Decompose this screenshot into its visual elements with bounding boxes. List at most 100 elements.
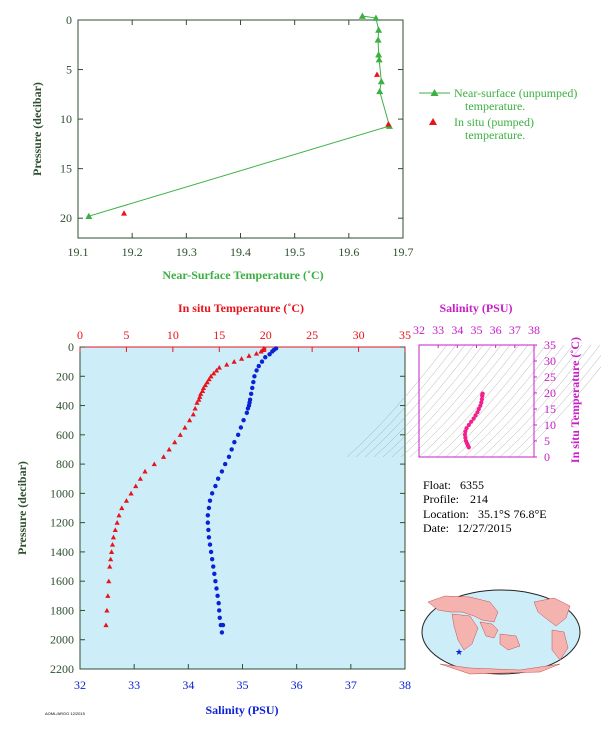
density-contour — [418, 344, 520, 458]
world-map: ★ — [421, 589, 581, 675]
temperature-point — [198, 391, 204, 396]
salinity-point — [251, 379, 256, 385]
temperature-point — [196, 397, 202, 402]
ts-y-tick-label: 30 — [544, 354, 556, 368]
x-tick-label: 19.3 — [176, 245, 197, 259]
salinity-point — [220, 622, 226, 628]
ts-x-tick-label: 36 — [490, 323, 502, 337]
salinity-point — [226, 454, 232, 459]
ts-y-tick-label: 5 — [544, 434, 550, 448]
temperature-point — [110, 534, 117, 540]
profile-value: 214 — [470, 492, 488, 506]
profile-y-label: Pressure (decibar) — [15, 461, 29, 555]
ts-salinity-label: Salinity (PSU) — [439, 301, 512, 315]
ts-point — [479, 400, 484, 405]
salinity-tick-label: 35 — [237, 678, 249, 692]
density-contour — [364, 344, 466, 458]
ts-ticks: 32 33 34 35 36 37 38 0 5 10 15 20 25 30 35 — [413, 323, 556, 464]
legend-label-near-surface-2: temperature. — [465, 99, 525, 113]
near-surface-frame — [77, 19, 404, 239]
salinity-point — [248, 391, 254, 397]
profile-label: Profile: — [423, 492, 459, 506]
salinity-point — [235, 432, 241, 438]
salinity-point — [244, 410, 250, 416]
near-surface-point — [358, 12, 366, 19]
temperature-point — [213, 367, 220, 373]
salinity-point — [259, 359, 265, 364]
ts-x-tick-label: 33 — [432, 323, 444, 337]
ts-y-tick-label: 0 — [544, 450, 550, 464]
near-surface-y-label: Pressure (decibar) — [30, 82, 44, 176]
salinity-point — [229, 447, 234, 452]
profile-salinity-label: Salinity (PSU) — [205, 703, 278, 717]
pressure-tick-label: 1600 — [50, 574, 74, 588]
density-contour — [490, 344, 592, 458]
salinity-point — [212, 571, 217, 577]
salinity-point — [217, 608, 222, 613]
temperature-point — [186, 417, 193, 423]
temperature-point — [182, 424, 188, 430]
temperature-point — [238, 356, 245, 361]
ts-chart: 32 33 34 35 36 37 38 0 5 10 15 20 25 30 35 Salinity (P… — [346, 301, 601, 464]
temperature-tick-label: 10 — [167, 328, 179, 342]
x-tick-label: 19.4 — [230, 245, 251, 259]
temperature-tick-label: 35 — [399, 328, 411, 342]
legend-marker-near-surface — [430, 89, 439, 96]
density-contour — [427, 344, 529, 458]
ts-frame — [418, 344, 535, 458]
density-contour — [508, 355, 601, 458]
density-contour — [382, 344, 484, 458]
salinity-point — [207, 542, 213, 547]
temperature-point — [192, 405, 198, 411]
x-tick-label: 19.2 — [122, 245, 143, 259]
temperature-point — [253, 350, 260, 356]
legend-label-near-surface-1: Near-surface (unpumped) — [454, 86, 577, 100]
near-surface-point — [376, 87, 384, 95]
temperature-point — [231, 359, 237, 364]
ts-point — [469, 419, 474, 424]
salinity-point — [219, 469, 225, 474]
temperature-point — [109, 541, 116, 547]
ts-y-tick-label: 15 — [544, 402, 556, 416]
temperature-point — [112, 527, 118, 533]
ts-point — [466, 422, 471, 428]
ts-y-tick-label: 35 — [544, 338, 556, 352]
temperature-point — [137, 476, 143, 481]
temperature-tick-label: 15 — [213, 328, 225, 342]
ts-temperature-label: In situ Temperature (˚C) — [568, 337, 582, 463]
ts-y-tick-label: 25 — [544, 370, 556, 384]
pressure-tick-label: 1400 — [50, 545, 74, 559]
salinity-point — [267, 352, 272, 357]
near-surface-point — [374, 36, 382, 43]
in-situ-point — [374, 71, 380, 77]
salinity-point — [205, 520, 211, 525]
temperature-point — [224, 361, 230, 367]
float-location-marker: ★ — [455, 648, 463, 658]
salinity-point — [241, 417, 246, 423]
near-surface-point — [372, 14, 380, 21]
temperature-point — [107, 563, 113, 569]
legend-marker-in-situ — [429, 118, 437, 125]
salinity-point — [206, 505, 212, 511]
density-contour — [454, 344, 556, 458]
temperature-point — [104, 607, 110, 613]
salinity-point — [216, 600, 221, 606]
temperature-point — [151, 461, 157, 467]
density-contour — [346, 344, 448, 458]
temperature-point — [142, 468, 148, 474]
salinity-point — [219, 630, 225, 635]
ts-point — [471, 416, 476, 421]
near-surface-x-label: Near-Surface Temperature (˚C) — [162, 268, 323, 282]
y-tick-label: 5 — [66, 63, 72, 77]
ts-y-tick-label: 10 — [544, 418, 556, 432]
date-label: Date: — [423, 521, 449, 535]
salinity-point — [263, 355, 268, 360]
pressure-tick-label: 2000 — [50, 633, 74, 647]
temperature-point — [211, 370, 217, 376]
ts-point — [475, 410, 480, 415]
salinity-point — [254, 368, 259, 373]
near-surface-point — [375, 51, 383, 58]
map-land — [427, 595, 571, 675]
x-tick-label: 19.7 — [393, 245, 414, 259]
